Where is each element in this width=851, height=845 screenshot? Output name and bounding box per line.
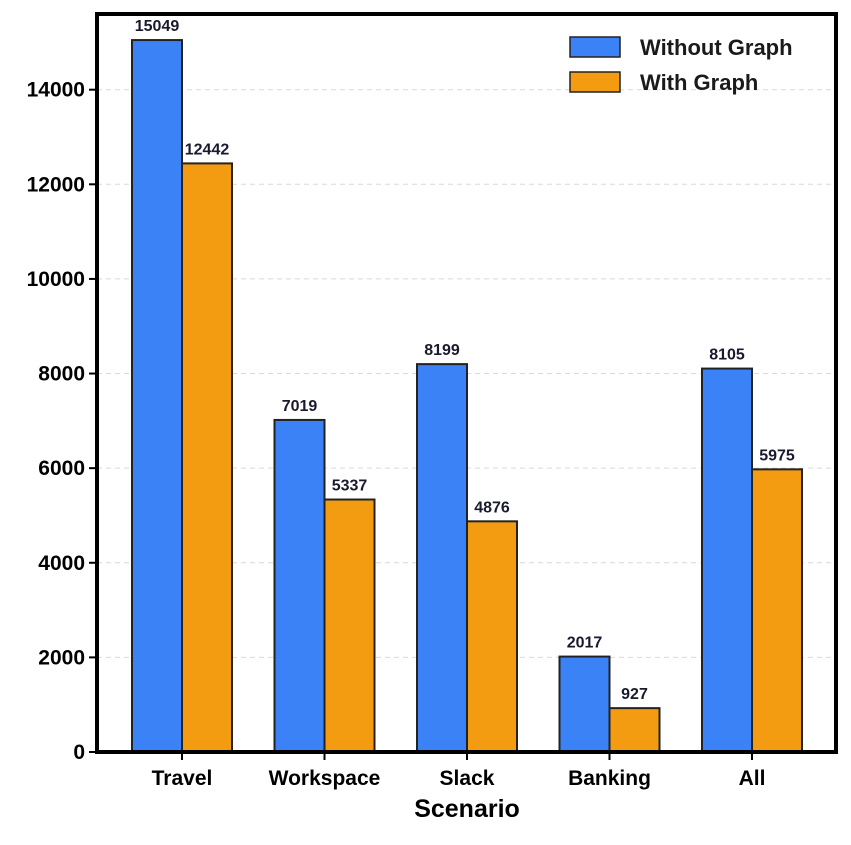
axes: 0 2000 4000 6000 8000 10000 12000 14000 Travel Wo… (27, 79, 766, 790)
bar-value-label: 15049 (135, 18, 180, 35)
y-tick-label: 0 (73, 741, 85, 764)
bar-without-graph-slack (416, 363, 468, 753)
bars (131, 39, 803, 754)
bar-without-graph-workspace (273, 418, 326, 753)
y-tick-label: 6000 (38, 457, 85, 480)
legend-label: With Graph (640, 70, 758, 95)
legend-swatch (569, 71, 621, 93)
bar-with-graph-workspace (323, 498, 376, 754)
x-tick-label: Workspace (269, 767, 381, 790)
bar-value-label: 2017 (567, 635, 603, 652)
bar-value-label: 5337 (332, 478, 368, 495)
bar-value-label: 8199 (424, 342, 460, 359)
bar-value-label: 8105 (709, 347, 745, 364)
legend-label: Without Graph (640, 35, 793, 60)
x-tick-label: Travel (152, 767, 213, 790)
bar-without-graph-banking (558, 655, 611, 753)
bar-value-label: 4876 (474, 499, 510, 516)
x-tick-label: All (739, 767, 766, 790)
bar-without-graph-travel (131, 39, 183, 754)
y-tick-label: 2000 (38, 646, 85, 669)
x-tick-label: Slack (440, 767, 495, 790)
y-tick-label: 4000 (38, 552, 85, 575)
y-tick-label: 14000 (27, 79, 85, 102)
bar-value-label: 927 (621, 686, 648, 703)
y-tick-label: 8000 (38, 363, 85, 386)
y-tick-label: 10000 (27, 268, 85, 291)
x-axis-title: Scenario (414, 795, 520, 823)
bar-value-label: 12442 (185, 141, 230, 158)
data-labels: 15049 12442 7019 5337 8199 4876 2017 927 8105 597… (135, 18, 795, 703)
y-tick-label: 12000 (27, 173, 85, 196)
x-tick-label: Banking (568, 767, 651, 790)
bar-value-label: 7019 (282, 398, 318, 415)
legend: Without Graph With Graph (569, 35, 793, 95)
bar-with-graph-all (751, 468, 803, 753)
bar-value-label: 5975 (759, 447, 795, 464)
bar-with-graph-slack (466, 520, 518, 753)
bar-with-graph-travel (181, 162, 233, 753)
bar-without-graph-all (701, 367, 753, 753)
bar-with-graph-banking (608, 707, 661, 753)
plot-frame (95, 12, 838, 754)
legend-swatch (569, 36, 621, 58)
